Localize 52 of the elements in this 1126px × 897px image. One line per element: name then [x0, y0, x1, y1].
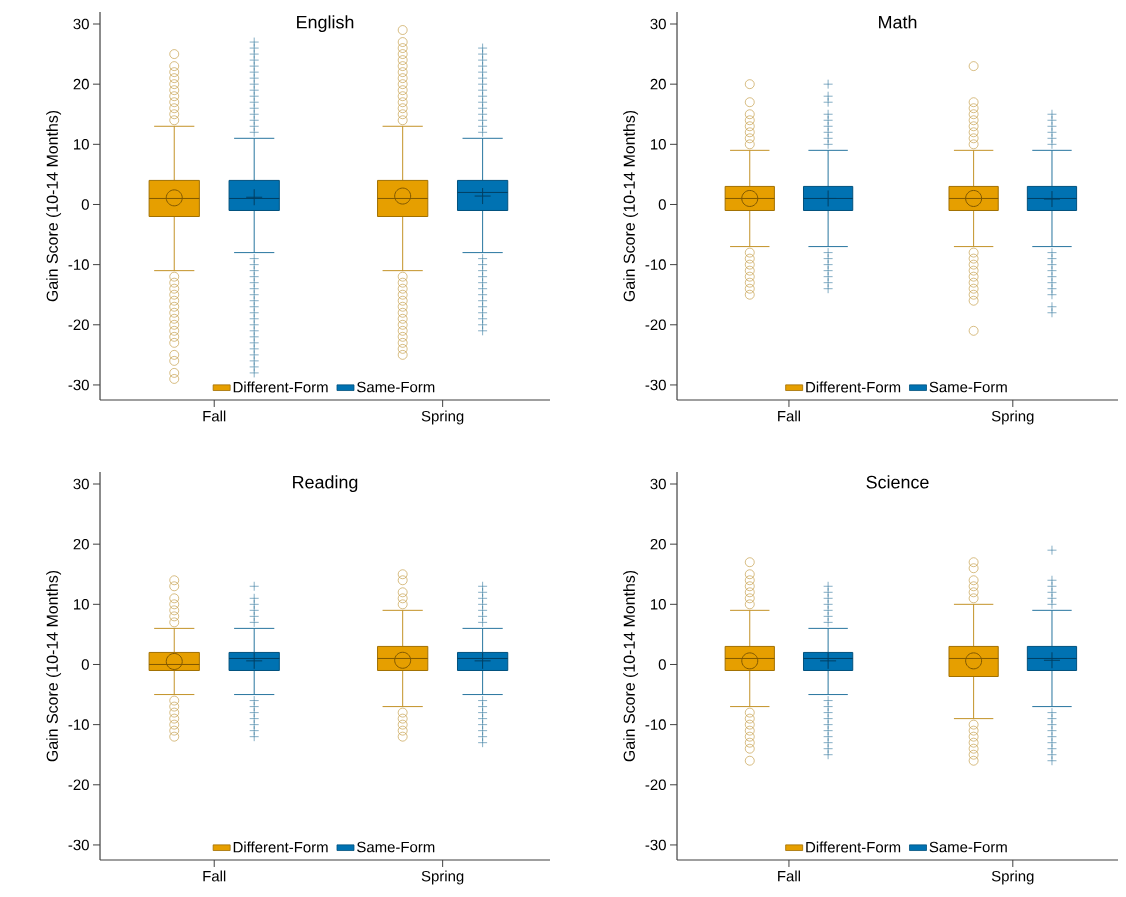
y-tick-label: -30 — [645, 379, 666, 391]
y-tick-label: 10 — [74, 599, 89, 610]
legend-label: Different-Form — [806, 381, 901, 393]
y-tick-label: 0 — [81, 199, 89, 210]
y-tick-label: 30 — [73, 18, 89, 30]
x-tick-label: Spring — [421, 410, 464, 425]
x-tick-label: Fall — [778, 410, 800, 422]
y-tick-label: 30 — [650, 478, 666, 490]
y-tick-label: -30 — [68, 379, 89, 391]
y-tick-label: -10 — [68, 719, 89, 730]
y-tick-label: -10 — [68, 259, 89, 270]
legend-label: Same-Form — [929, 381, 1007, 393]
legend-label: Different-Form — [233, 841, 328, 853]
legend-label: Different-Form — [233, 381, 328, 393]
y-tick-label: -20 — [645, 319, 666, 331]
y-tick-label: -20 — [68, 319, 89, 331]
legend-label: Different-Form — [806, 841, 901, 853]
y-tick-label: -30 — [645, 839, 666, 851]
y-tick-label: 0 — [658, 659, 666, 670]
legend-label: Same-Form — [357, 381, 435, 393]
x-tick-label: Fall — [203, 870, 226, 882]
y-tick-label: -10 — [645, 259, 666, 270]
y-tick-label: -20 — [68, 779, 89, 791]
y-tick-label: -20 — [645, 779, 666, 791]
y-tick-label: -10 — [645, 719, 666, 730]
chart-title: Reading — [293, 475, 358, 493]
y-axis-title: Gain Score (10-14 Months) — [46, 110, 62, 302]
y-axis-title: Gain Score (10-14 Months) — [623, 570, 639, 762]
y-tick-label: 10 — [74, 139, 89, 150]
x-tick-label: Spring — [991, 410, 1034, 425]
x-tick-label: Fall — [203, 410, 226, 422]
y-tick-label: 30 — [650, 18, 666, 30]
x-tick-label: Spring — [421, 870, 464, 885]
y-tick-label: 20 — [650, 538, 666, 550]
y-tick-label: 20 — [73, 78, 89, 90]
y-tick-label: 20 — [73, 538, 89, 550]
legend-label: Same-Form — [929, 841, 1007, 853]
y-axis-title: Gain Score (10-14 Months) — [46, 570, 62, 762]
y-tick-label: 30 — [73, 478, 89, 490]
y-tick-label: 10 — [651, 139, 666, 150]
y-tick-label: 0 — [658, 199, 666, 210]
x-tick-label: Fall — [778, 870, 800, 882]
y-tick-label: 10 — [651, 599, 666, 610]
chart-title: Math — [879, 15, 917, 29]
y-tick-label: 0 — [81, 659, 89, 670]
y-tick-label: -30 — [68, 839, 89, 851]
chart-title: Science — [866, 475, 929, 489]
y-tick-label: 20 — [650, 78, 666, 90]
chart-title: English — [297, 15, 354, 33]
y-axis-title: Gain Score (10-14 Months) — [623, 110, 639, 302]
legend-label: Same-Form — [357, 841, 435, 853]
x-tick-label: Spring — [991, 870, 1034, 885]
